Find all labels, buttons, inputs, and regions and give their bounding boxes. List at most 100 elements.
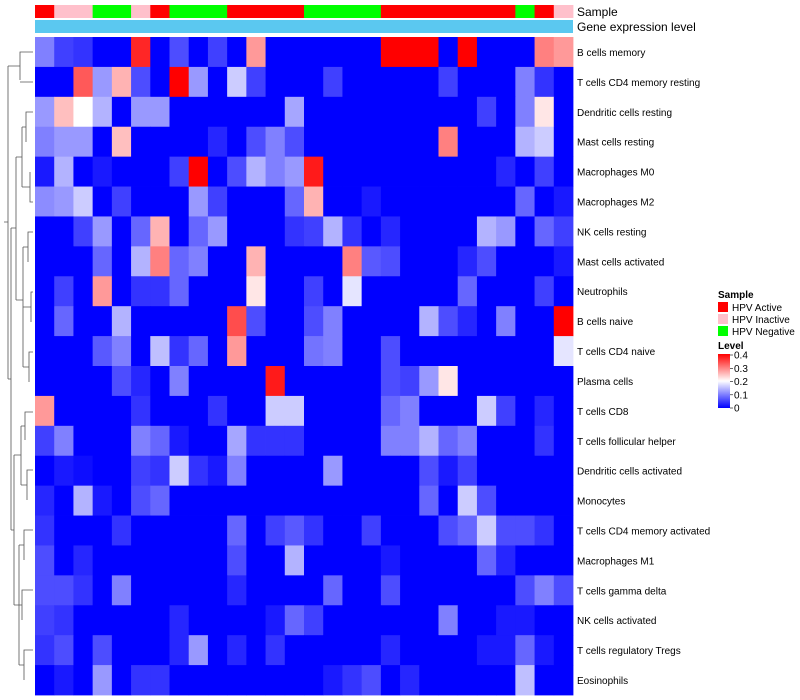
heatmap-cell [131,96,151,128]
heatmap-cell [92,485,113,516]
heatmap-cell [131,276,151,307]
heatmap-cell [207,545,228,576]
heatmap-cell [111,276,132,307]
heatmap-cell [92,515,113,546]
heatmap-cell [342,395,363,427]
heatmap-cell [323,605,343,636]
heatmap-cell [361,455,382,487]
heatmap-cell [188,366,209,397]
heatmap-cell [284,366,305,397]
heatmap-cell [438,96,459,128]
heatmap-cell [35,575,55,606]
heatmap-cell [380,336,401,367]
row-label: Dendritic cells activated [577,467,682,478]
sample-annotation-cell [304,5,324,18]
heatmap-cell [400,246,420,277]
heatmap-cell [111,425,132,457]
heatmap-cell [342,455,363,487]
row-label: Mast cells activated [577,257,664,268]
sample-annotation-cell [534,5,555,18]
heatmap-cell [342,366,363,397]
heatmap-cell [438,425,459,457]
heatmap-cell [304,216,324,247]
legend-sample-title: Sample [718,290,754,301]
heatmap-cell [265,216,286,247]
heatmap-cell [419,306,439,337]
heatmap-cell [400,186,420,217]
heatmap-cell [476,216,497,247]
heatmap-cell [246,276,266,307]
heatmap-cell [169,156,190,187]
heatmap-cell [169,37,190,68]
heatmap-cell [92,665,113,696]
heatmap-cell [342,575,363,606]
heatmap-cell [304,96,324,128]
heatmap-cell [188,605,209,636]
heatmap-cell [361,425,382,457]
heatmap-cell [476,276,497,307]
heatmap-cell [342,186,363,217]
heatmap-cell [515,186,535,217]
heatmap-cell [361,156,382,187]
heatmap-cell [54,605,74,636]
heatmap-cell [111,455,132,487]
heatmap-cell [380,635,401,666]
heatmap-cell [323,276,343,307]
heatmap-cell [131,635,151,666]
heatmap-cell [323,395,343,427]
sample-annotation-cell [457,5,478,18]
heatmap-cell [400,665,420,696]
heatmap-cell [265,545,286,576]
heatmap-cell [207,665,228,696]
heatmap-cell [304,425,324,457]
heatmap-cell [35,515,55,546]
heatmap-cell [227,306,247,337]
heatmap-cell [400,635,420,666]
heatmap-cell [476,485,497,516]
heatmap-cell [534,605,555,636]
heatmap-cell [35,605,55,636]
heatmap-cell [496,186,516,217]
heatmap-cell [457,605,478,636]
heatmap-cell [438,545,459,576]
heatmap-cell [361,336,382,367]
heatmap-cell [284,37,305,68]
heatmap-cell [496,156,516,187]
heatmap-cell [304,485,324,516]
heatmap-cell [54,485,74,516]
sample-annotation-cell [207,5,228,18]
heatmap-cell [342,336,363,367]
heatmap-cell [419,126,439,158]
heatmap-cell [457,545,478,576]
heatmap-cell [169,425,190,457]
heatmap-cell [496,575,516,606]
heatmap-cell [438,126,459,158]
row-label: T cells follicular helper [577,437,676,448]
heatmap-cell [169,485,190,516]
heatmap-cell [111,635,132,666]
heatmap-cell [553,575,574,606]
heatmap-cell [54,635,74,666]
heatmap-cell [111,336,132,367]
heatmap-cell [476,306,497,337]
heatmap-cell [246,485,266,516]
heatmap-cell [476,156,497,187]
heatmap-cell [515,485,535,516]
heatmap-cell [515,515,535,546]
heatmap-cell [207,156,228,187]
level-colorbar [718,354,730,408]
heatmap-cell [188,425,209,457]
heatmap-cell [457,246,478,277]
heatmap-cell [534,37,555,68]
heatmap-cell [438,66,459,98]
heatmap-cell [476,37,497,68]
heatmap-cell [380,156,401,187]
heatmap-cell [73,37,94,68]
heatmap-cell [438,216,459,247]
heatmap-cell [496,96,516,128]
heatmap-cell [304,37,324,68]
heatmap-cell [265,455,286,487]
heatmap-cell [207,126,228,158]
heatmap-cell [476,425,497,457]
heatmap-cell [54,156,74,187]
